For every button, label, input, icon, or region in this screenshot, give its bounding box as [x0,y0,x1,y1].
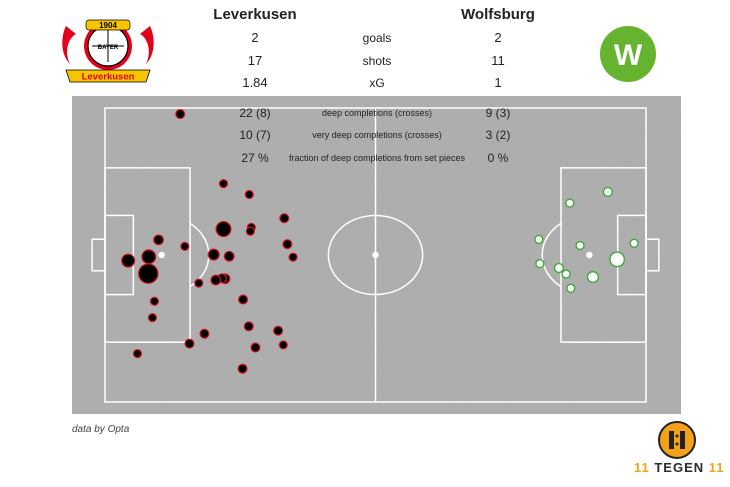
home-shot-marker [147,313,157,323]
home-shot-marker [149,296,160,306]
away-shots: 11 [491,53,505,68]
home-shot-marker [278,340,288,350]
away-xg: 1 [494,75,502,90]
shots-label: shots [362,54,392,68]
home-shot-marker [121,253,136,268]
away-shot-marker [535,258,545,269]
svg-text:Leverkusen: Leverkusen [82,72,135,83]
away-deep-completions: 9 (3) [485,106,511,120]
shot-map [72,96,681,414]
home-deep-completions: 22 (8) [239,106,271,120]
home-team-name: Leverkusen [213,6,297,23]
home-shot-marker [132,348,143,359]
away-shot-marker [561,269,571,279]
home-shot-marker [207,248,220,261]
home-shot-marker [223,250,235,262]
brand-logo-icon [658,421,696,459]
left-goal [91,238,106,272]
away-team-name: Wolfsburg [461,6,535,23]
very-deep-completions-label: very deep completions (crosses) [312,130,442,140]
home-shot-marker [138,263,159,284]
away-shot-marker [534,234,544,245]
goals-label: goals [362,31,392,45]
set-piece-fraction-label: fraction of deep completions from set pi… [288,153,466,163]
home-shot-marker [243,321,254,332]
away-shot-marker [602,186,613,197]
home-shot-marker [237,363,248,374]
home-shot-marker [288,252,298,262]
away-shot-marker [609,251,626,268]
home-shot-marker [194,278,204,288]
home-shot-marker [273,325,284,336]
right-penalty-spot [586,251,593,259]
shot-markers [121,109,639,374]
home-shot-marker [238,294,249,305]
svg-text:W: W [614,39,643,72]
away-set-piece-fraction: 0 % [487,151,509,165]
home-shot-marker [153,234,164,246]
home-shot-marker [218,179,229,189]
right-penalty-arc [541,222,562,288]
xg-label: xG [369,76,385,90]
left-penalty-spot [158,251,165,259]
home-shots: 17 [247,53,263,68]
home-shot-marker [184,338,195,349]
data-credit: data by Opta [72,424,130,435]
home-shot-marker [199,328,210,339]
deep-completions-label: deep completions (crosses) [321,108,433,118]
away-shot-marker [553,262,565,274]
leverkusen-logo-icon: 1904 BAYER Leverkusen [62,19,154,83]
home-shot-marker [279,213,290,224]
home-goals: 2 [251,30,259,45]
away-shot-marker [565,198,575,208]
away-very-deep-completions: 3 (2) [485,128,511,142]
home-very-deep-completions: 10 (7) [239,128,271,142]
home-shot-marker [245,226,255,236]
home-shot-marker [282,239,293,250]
centre-circle [327,214,424,296]
home-shot-marker [215,221,232,238]
right-goal [645,238,660,272]
home-shot-marker [250,342,261,353]
away-shot-marker [586,270,600,284]
away-shot-marker [575,240,585,251]
pitch [72,96,681,414]
away-goals: 2 [494,30,502,45]
centre-spot [372,251,379,259]
svg-text:BAYER: BAYER [98,45,119,51]
away-shot-marker [566,283,576,293]
svg-text:1904: 1904 [99,21,117,30]
home-shot-marker [141,249,157,265]
home-shot-marker [175,109,186,120]
pitch-lines [91,107,660,403]
home-xg: 1.84 [242,75,268,90]
home-set-piece-fraction: 27 % [241,151,269,165]
brand-name: 11 TEGEN 11 [634,460,725,475]
home-shot-marker [210,274,222,286]
home-shot-marker [244,189,254,200]
home-shot-marker [180,241,190,251]
away-shot-marker [629,238,639,249]
wolfsburg-logo-icon: W [600,26,656,82]
